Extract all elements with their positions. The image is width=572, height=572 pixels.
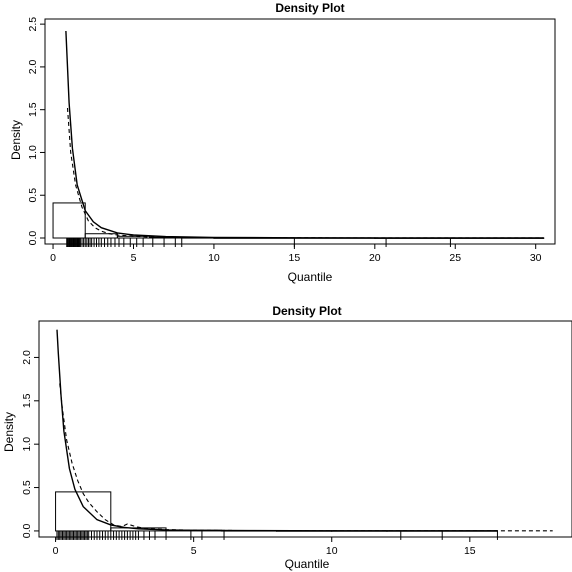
rug-marks <box>66 238 451 248</box>
density-plot-bottom: Density Plot 0 5 10 15 0.0 0.5 1.0 1.5 2.0 Quan… <box>2 304 572 571</box>
y-tick-label: 1.5 <box>21 393 33 408</box>
x-tick-label: 0 <box>53 545 59 557</box>
y-tick-label: 0.5 <box>27 188 39 203</box>
density-curves <box>56 329 553 532</box>
y-axis-label: Density <box>2 412 16 452</box>
y-tick-label: 0.5 <box>21 480 33 495</box>
x-tick-label: 15 <box>464 545 476 557</box>
density-curve-dashed <box>59 383 553 532</box>
rug-marks <box>56 530 498 540</box>
y-tick-label: 2.0 <box>27 59 39 74</box>
histogram-bar <box>84 233 118 239</box>
y-tick-label: 2.5 <box>27 17 39 32</box>
histogram-bar <box>55 491 112 532</box>
y-tick-label: 0.0 <box>21 523 33 538</box>
y-axis-label: Density <box>9 120 23 160</box>
y-axis: 0.0 0.5 1.0 1.5 2.0 2.5 <box>27 17 45 246</box>
x-tick-label: 20 <box>369 252 381 264</box>
plot-title: Density Plot <box>272 304 341 318</box>
x-tick-label: 5 <box>191 545 197 557</box>
y-tick-label: 2.0 <box>21 350 33 365</box>
y-tick-label: 1.5 <box>27 102 39 117</box>
y-axis: 0.0 0.5 1.0 1.5 2.0 <box>21 350 39 538</box>
x-tick-label: 30 <box>530 252 542 264</box>
x-tick-label: 0 <box>50 252 56 264</box>
x-tick-label: 10 <box>208 252 220 264</box>
x-tick-label: 15 <box>289 252 301 264</box>
x-tick-label: 25 <box>449 252 461 264</box>
x-tick-label: 10 <box>326 545 338 557</box>
x-axis-label: Quantile <box>288 270 333 284</box>
y-tick-label: 0.0 <box>27 231 39 246</box>
density-curve-solid <box>56 329 498 532</box>
y-tick-label: 1.0 <box>27 145 39 160</box>
density-curves <box>65 30 544 239</box>
plot-frame <box>44 18 556 245</box>
density-curve-solid <box>65 30 544 239</box>
histogram-bar <box>52 202 86 239</box>
x-axis: 0 5 10 15 20 25 30 <box>50 244 542 264</box>
histogram-bars <box>52 202 545 239</box>
histogram-bars <box>55 491 498 532</box>
plot-frame <box>38 320 572 538</box>
density-plot-top: Density Plot 0 5 10 15 20 25 30 0.0 0.5 1.0 1.5 2.… <box>9 1 556 284</box>
density-curve-dashed <box>66 107 544 239</box>
x-tick-label: 5 <box>131 252 137 264</box>
y-tick-label: 1.0 <box>21 437 33 452</box>
plot-title: Density Plot <box>275 1 344 15</box>
x-axis: 0 5 10 15 <box>53 537 476 557</box>
x-axis-label: Quantile <box>285 557 330 571</box>
